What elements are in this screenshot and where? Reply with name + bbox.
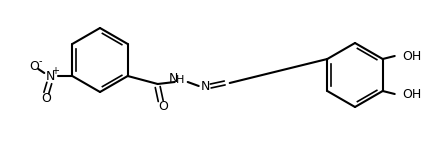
Text: OH: OH (403, 50, 422, 62)
Text: -: - (39, 56, 42, 66)
Text: OH: OH (403, 88, 422, 100)
Text: O: O (41, 92, 51, 105)
Text: O: O (158, 100, 168, 114)
Text: O: O (29, 59, 39, 73)
Text: H: H (175, 75, 184, 85)
Text: +: + (52, 66, 59, 76)
Text: N: N (201, 81, 210, 93)
Text: N: N (169, 73, 178, 85)
Text: N: N (46, 69, 55, 83)
